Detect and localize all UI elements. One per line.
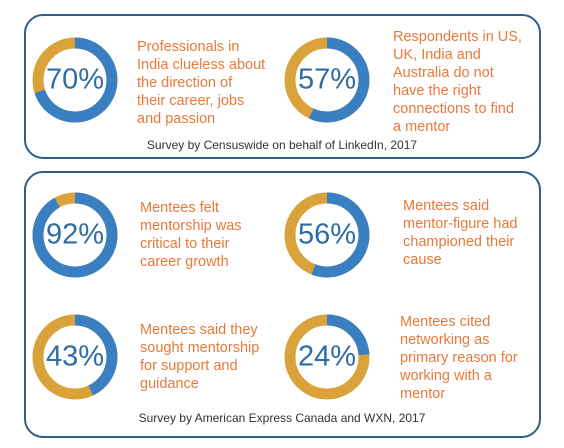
panel-frame: [24, 14, 541, 159]
donut-label: 92%: [46, 219, 104, 251]
donut-arc: [32, 37, 118, 123]
stat-description: for support and: [140, 358, 238, 374]
source-note: Survey by American Express Canada and WX…: [139, 411, 426, 425]
stat-description: a mentor: [393, 119, 450, 135]
stat-description: connections to find: [393, 101, 514, 117]
donut-arc: [32, 314, 118, 400]
donut-label: 70%: [46, 64, 104, 96]
stat-description: mentorship was: [140, 218, 242, 234]
donut-label: 56%: [298, 219, 356, 251]
stat-description: sought mentorship: [140, 340, 259, 356]
stat-description: have the right: [393, 83, 481, 99]
stat-description: India clueless about: [137, 57, 265, 73]
donut-label: 57%: [298, 64, 356, 96]
stat-description: Respondents in US,: [393, 29, 522, 45]
stat-description: Mentees said they: [140, 322, 258, 338]
stat-description: cause: [403, 252, 442, 268]
stat-description: UK, India and: [393, 47, 481, 63]
donut-arc: [32, 192, 118, 278]
stat-description: critical to their: [140, 236, 230, 252]
panel-frame: [24, 171, 541, 438]
source-note: Survey by Censuswide on behalf of Linked…: [147, 138, 418, 152]
stat-description: and passion: [137, 111, 215, 127]
stat-description: their career, jobs: [137, 93, 244, 109]
stat-description: Mentees felt: [140, 200, 219, 216]
stat-description: career growth: [140, 254, 229, 270]
donut-label: 24%: [298, 341, 356, 373]
donut-arc: [284, 192, 370, 278]
stat-description: working with a: [399, 368, 493, 384]
stat-description: championed their: [403, 234, 514, 250]
stat-description: mentor: [400, 386, 445, 402]
stat-description: Mentees cited: [400, 314, 490, 330]
stat-description: primary reason for: [400, 350, 518, 366]
stat-description: guidance: [140, 376, 199, 392]
stat-description: mentor-figure had: [403, 216, 517, 232]
stat-description: Professionals in: [137, 39, 239, 55]
donut-arc: [284, 37, 370, 123]
stat-description: Mentees said: [403, 198, 489, 214]
donut-arc: [284, 314, 370, 400]
stat-description: the direction of: [137, 75, 233, 91]
donut-label: 43%: [46, 341, 104, 373]
stat-description: Australia do not: [393, 65, 494, 81]
stat-description: networking as: [400, 332, 489, 348]
